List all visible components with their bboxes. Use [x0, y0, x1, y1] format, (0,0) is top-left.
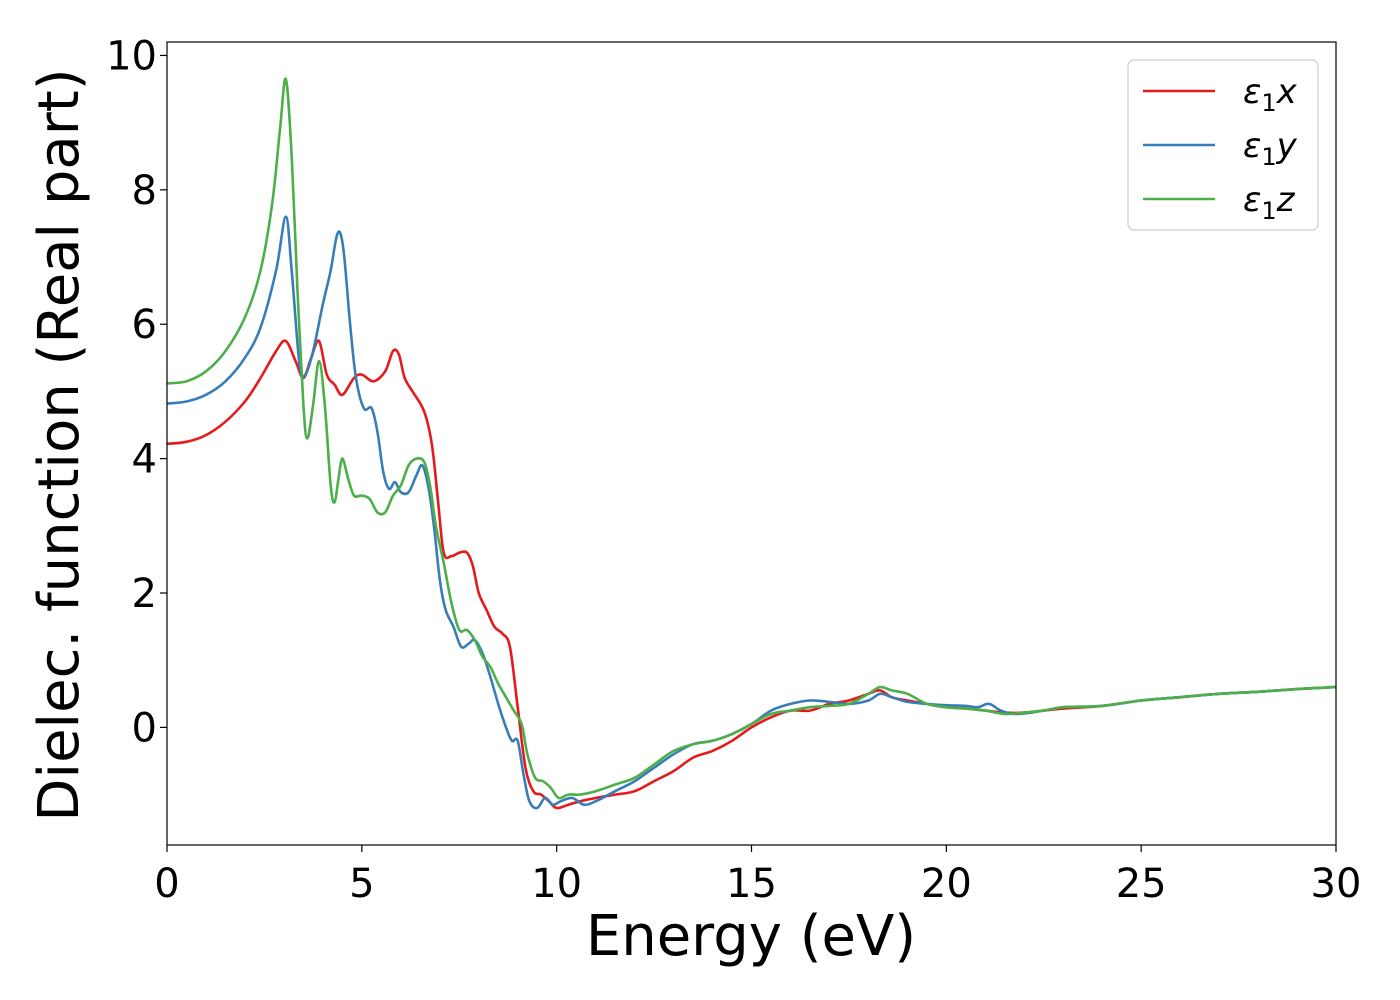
x-tick-label: 15 [726, 861, 777, 907]
legend-label-z: ε1z [1243, 180, 1296, 225]
series-line-z [167, 77, 1336, 800]
series-layer [167, 77, 1336, 810]
series-line-y [167, 215, 1336, 810]
y-axis-ticks: 0 2 4 6 8 10 [106, 33, 167, 751]
legend-label-x: ε1x [1243, 72, 1298, 117]
x-tick-label: 20 [921, 861, 972, 907]
y-tick-label: 4 [132, 437, 157, 483]
y-tick-label: 8 [132, 168, 157, 214]
y-tick-label: 6 [132, 302, 157, 348]
legend-box [1127, 59, 1319, 231]
y-tick-label: 10 [106, 33, 157, 79]
x-tick-label: 0 [154, 861, 179, 907]
x-tick-label: 30 [1311, 861, 1362, 907]
x-axis-ticks: 0 5 10 15 20 25 30 [154, 845, 1361, 907]
x-tick-label: 5 [349, 861, 374, 907]
x-tick-label: 25 [1116, 861, 1167, 907]
y-tick-label: 2 [132, 571, 157, 617]
legend: ε1x ε1y ε1z [1127, 59, 1319, 231]
x-axis-title: Energy (eV) [586, 904, 916, 969]
y-axis-title: Dielec. function (Real part) [27, 68, 92, 821]
x-tick-label: 10 [531, 861, 582, 907]
series-line-x [167, 339, 1336, 810]
legend-label-y: ε1y [1243, 126, 1298, 171]
y-tick-label: 0 [132, 705, 157, 751]
